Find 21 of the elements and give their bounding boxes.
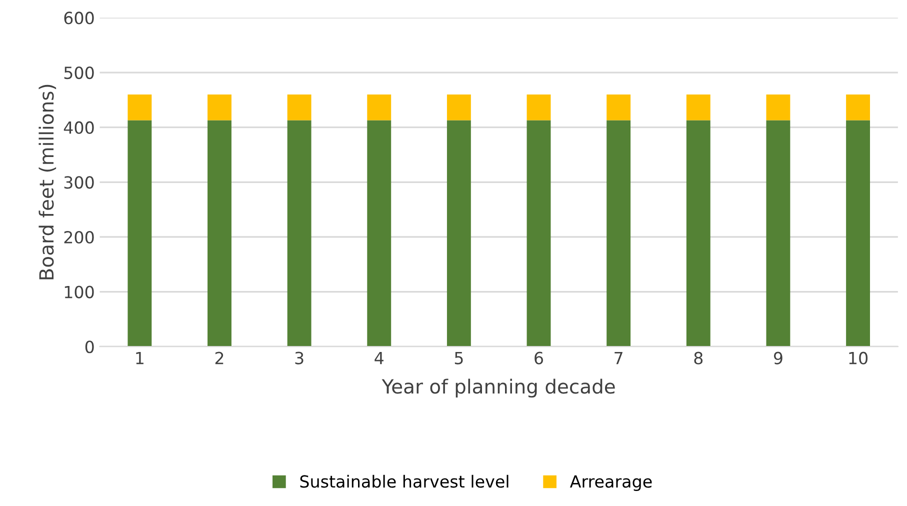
- x-tick-label: 1: [136, 352, 144, 364]
- y-tick-label: 0: [85, 340, 94, 354]
- x-tick-label: 6: [534, 352, 544, 364]
- x-tick-label: 8: [694, 352, 703, 364]
- y-tick-label: 200: [64, 230, 94, 244]
- x-tick-label: 7: [614, 352, 622, 364]
- legend-label: Arrearage: [570, 475, 652, 491]
- x-tick-label: 2: [215, 352, 224, 364]
- x-tick-label: 5: [454, 352, 463, 364]
- x-tick-label: 10: [849, 352, 868, 364]
- x-tick-label: 3: [295, 352, 304, 364]
- y-tick-label: 400: [64, 121, 94, 134]
- y-axis-title: Board feet (millions): [38, 84, 56, 280]
- x-tick-label: 4: [374, 352, 384, 364]
- legend-label: Sustainable harvest level: [300, 474, 508, 488]
- x-axis-title: Year of planning decade: [382, 378, 615, 398]
- y-tick-label: 100: [64, 286, 94, 298]
- y-tick-label: 300: [64, 176, 94, 189]
- x-tick-label: 9: [774, 352, 782, 364]
- y-tick-label: 500: [64, 66, 94, 80]
- y-tick-label: 600: [64, 12, 94, 24]
